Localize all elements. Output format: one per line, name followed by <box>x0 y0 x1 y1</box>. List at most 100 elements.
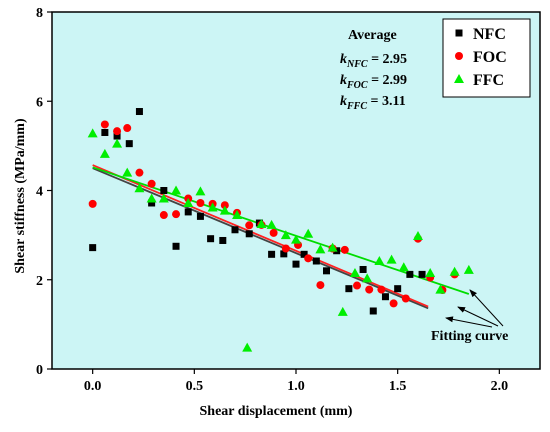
point-nfc <box>219 236 227 244</box>
point-foc <box>113 127 122 136</box>
point-nfc <box>184 208 192 216</box>
legend-label-foc: FOC <box>473 49 507 66</box>
fit-line-foc <box>92 164 429 308</box>
point-ffc <box>315 244 326 254</box>
point-foc <box>100 120 109 129</box>
y-tick-label: 6 <box>36 95 43 110</box>
point-foc <box>340 245 349 254</box>
point-foc <box>123 124 132 133</box>
point-nfc <box>268 250 276 258</box>
point-ffc <box>303 228 314 238</box>
point-foc <box>281 244 290 253</box>
point-nfc <box>323 267 330 275</box>
y-tick-label: 8 <box>36 6 43 21</box>
point-ffc <box>256 218 267 228</box>
point-foc <box>269 228 278 237</box>
point-ffc <box>112 138 123 148</box>
point-ffc <box>134 183 145 193</box>
point-ffc <box>158 193 169 203</box>
legend-marker-nfc <box>455 29 463 37</box>
point-nfc <box>245 230 253 238</box>
point-nfc <box>418 270 426 278</box>
point-nfc <box>89 244 97 252</box>
k-value-nfc: kNFC = 2.95 <box>340 52 407 70</box>
point-nfc <box>292 260 300 268</box>
point-foc <box>365 285 374 294</box>
point-foc <box>172 210 181 219</box>
series-ffc <box>87 128 474 352</box>
point-foc <box>377 285 386 294</box>
point-ffc <box>398 262 409 272</box>
x-tick-label: 1.0 <box>287 379 305 394</box>
k-values: kNFC = 2.95 kFOC = 2.99 kFFC = 3.11 <box>340 52 407 112</box>
point-nfc <box>406 270 414 278</box>
fit-line-nfc <box>92 167 429 310</box>
fitting-curve-annotation: Fitting curve <box>431 289 508 344</box>
point-ffc <box>266 219 277 229</box>
point-ffc <box>195 186 206 196</box>
point-ffc <box>280 230 291 240</box>
point-ffc <box>87 128 98 138</box>
legend: NFC FOC FFC <box>442 18 531 98</box>
point-foc <box>353 281 361 290</box>
point-ffc <box>413 231 423 241</box>
k-value-foc: kFOC = 2.99 <box>340 73 407 91</box>
x-axis-title: Shear displacement (mm) <box>200 404 353 419</box>
legend-label-nfc: NFC <box>473 26 506 43</box>
point-nfc <box>207 235 215 243</box>
point-foc <box>147 179 156 188</box>
point-ffc <box>232 210 243 220</box>
x-tick-label: 2.0 <box>491 379 509 394</box>
x-tick-label: 0.0 <box>84 379 102 394</box>
point-nfc <box>300 250 308 258</box>
point-nfc <box>369 307 377 315</box>
fit-line-ffc <box>92 166 470 295</box>
y-tick-label: 4 <box>36 185 43 200</box>
point-foc <box>135 168 144 177</box>
point-ffc <box>219 205 230 215</box>
fitting-arrow-2 <box>457 306 499 327</box>
point-ffc <box>146 193 157 203</box>
point-foc <box>220 201 229 210</box>
point-foc <box>245 221 254 230</box>
y-tick-label: 2 <box>36 274 43 289</box>
point-nfc <box>231 226 239 234</box>
point-nfc <box>312 257 320 265</box>
legend-marker-ffc <box>454 74 464 83</box>
point-nfc <box>160 187 168 194</box>
point-nfc <box>381 293 389 301</box>
data-points <box>87 108 474 352</box>
x-tick-label: 1.5 <box>389 379 407 394</box>
axes: 0.0 0.5 1.0 1.5 2.0 0 2 4 6 8 <box>36 6 508 394</box>
point-nfc <box>172 242 180 250</box>
point-nfc <box>345 285 353 293</box>
point-foc <box>401 294 410 303</box>
point-foc <box>304 254 313 263</box>
point-foc <box>88 199 97 208</box>
x-tick-label: 0.5 <box>186 379 204 394</box>
point-ffc <box>435 284 446 294</box>
point-ffc <box>207 202 218 212</box>
fitting-arrow-1 <box>469 289 504 327</box>
average-annotation: Average kNFC = 2.95 kFOC = 2.99 kFFC = 3.1… <box>340 28 407 112</box>
point-foc <box>316 281 325 290</box>
point-nfc <box>359 265 367 273</box>
fitting-arrow-3 <box>445 316 493 328</box>
point-ffc <box>374 256 385 266</box>
point-ffc <box>449 266 460 276</box>
point-ffc <box>463 264 474 274</box>
legend-label-ffc: FFC <box>473 72 504 89</box>
fit-lines <box>92 164 470 310</box>
point-foc <box>159 211 168 220</box>
point-ffc <box>183 197 194 207</box>
point-ffc <box>171 185 182 195</box>
point-foc <box>196 198 205 207</box>
point-foc <box>389 299 398 308</box>
legend-marker-foc <box>455 52 463 60</box>
point-ffc <box>122 167 133 177</box>
point-nfc <box>394 285 402 293</box>
point-nfc <box>135 108 143 116</box>
point-nfc <box>280 250 288 258</box>
